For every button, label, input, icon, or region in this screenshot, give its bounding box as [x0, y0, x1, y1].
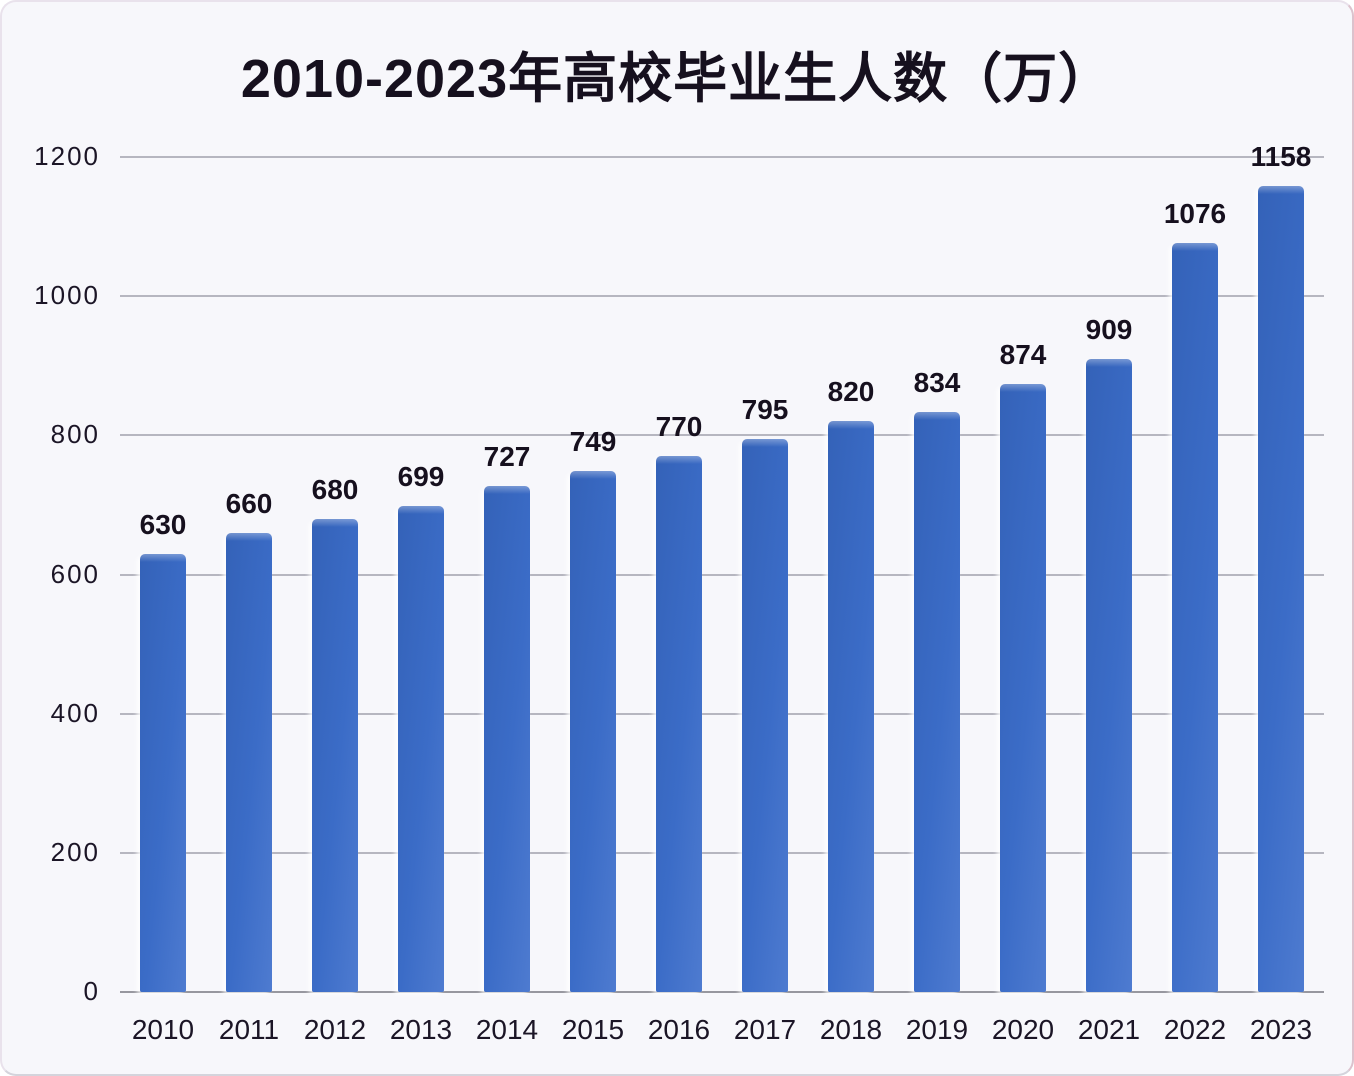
bar-2011 [226, 532, 272, 992]
x-axis-label-2022: 2022 [1163, 1014, 1227, 1045]
gridline-400 [120, 712, 1324, 715]
bar-value-label-2021: 909 [1085, 314, 1133, 346]
y-axis-tick-label-600: 600 [50, 558, 100, 589]
bar-value-label-2019: 834 [913, 366, 961, 398]
bar-2022 [1172, 243, 1218, 992]
bar-value-label-2010: 630 [139, 508, 187, 540]
chart-title: 2010-2023年高校毕业生人数（万） [240, 49, 1114, 109]
bar-2021 [1086, 359, 1132, 992]
gridline-600 [120, 573, 1324, 576]
gridline-1200 [120, 156, 1324, 158]
bar-2023 [1258, 186, 1304, 992]
bar-value-label-2020: 874 [999, 338, 1047, 370]
bar-value-label-2015: 749 [569, 425, 617, 457]
gridline-800 [120, 434, 1324, 437]
bar-2015 [570, 470, 616, 992]
y-axis-tick-label-400: 400 [50, 697, 100, 728]
gridline-0 [120, 991, 1324, 993]
bar-2016 [656, 456, 702, 992]
bar-2019 [914, 411, 960, 992]
x-axis-label-2019: 2019 [905, 1014, 969, 1045]
bar-value-label-2018: 820 [827, 376, 875, 408]
gridline-200 [120, 851, 1324, 854]
bar-value-label-2022: 1076 [1163, 198, 1227, 230]
x-axis-label-2013: 2013 [389, 1014, 453, 1045]
bar-value-label-2013: 699 [397, 460, 445, 492]
bar-value-label-2016: 770 [655, 411, 703, 443]
gridline-1000 [120, 295, 1324, 298]
x-axis-label-2015: 2015 [561, 1014, 625, 1045]
x-axis-label-2018: 2018 [819, 1014, 883, 1045]
bar-2014 [484, 486, 530, 992]
x-axis-label-2012: 2012 [303, 1014, 367, 1045]
y-axis-tick-label-1200: 1200 [34, 141, 100, 171]
x-axis-label-2021: 2021 [1077, 1014, 1141, 1045]
x-axis-label-2011: 2011 [218, 1014, 280, 1045]
y-axis-tick-label-800: 800 [50, 419, 100, 450]
bar-value-label-2014: 727 [483, 441, 531, 473]
bar-2013 [398, 505, 444, 992]
x-axis-label-2014: 2014 [475, 1014, 539, 1045]
bar-2020 [1000, 383, 1046, 992]
bar-2010 [140, 553, 186, 992]
y-axis-tick-label-200: 200 [50, 836, 100, 867]
bar-2017 [742, 438, 788, 992]
x-axis-label-2017: 2017 [733, 1014, 797, 1045]
x-axis-label-2016: 2016 [647, 1014, 711, 1045]
x-axis-label-2010: 2010 [131, 1014, 195, 1045]
y-axis-tick-label-1000: 1000 [34, 280, 100, 311]
bar-2018 [828, 421, 874, 992]
bar-value-label-2017: 795 [741, 393, 789, 425]
bar-value-label-2023: 1158 [1250, 141, 1312, 173]
y-axis-tick-label-0: 0 [83, 976, 100, 1006]
x-axis-label-2020: 2020 [991, 1014, 1055, 1045]
bar-value-label-2011: 660 [225, 487, 273, 519]
x-axis-label-2023: 2023 [1249, 1014, 1313, 1045]
bar-2012 [312, 518, 358, 992]
bar-value-label-2012: 680 [311, 473, 359, 505]
